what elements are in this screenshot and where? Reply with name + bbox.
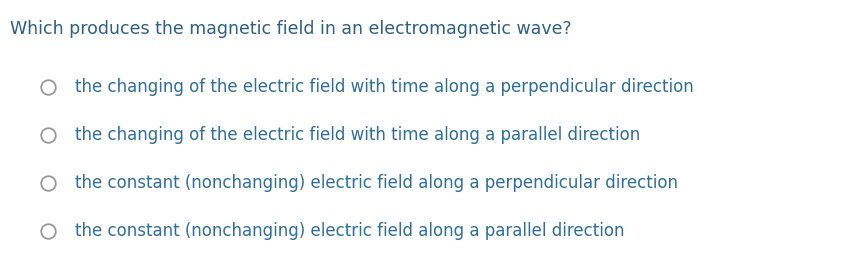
Text: Which produces the magnetic field in an electromagnetic wave?: Which produces the magnetic field in an … xyxy=(10,20,572,38)
Text: the constant (nonchanging) electric field along a perpendicular direction: the constant (nonchanging) electric fiel… xyxy=(75,174,678,192)
Text: the changing of the electric field with time along a perpendicular direction: the changing of the electric field with … xyxy=(75,78,693,96)
Text: the changing of the electric field with time along a parallel direction: the changing of the electric field with … xyxy=(75,126,640,144)
Text: the constant (nonchanging) electric field along a parallel direction: the constant (nonchanging) electric fiel… xyxy=(75,222,625,240)
